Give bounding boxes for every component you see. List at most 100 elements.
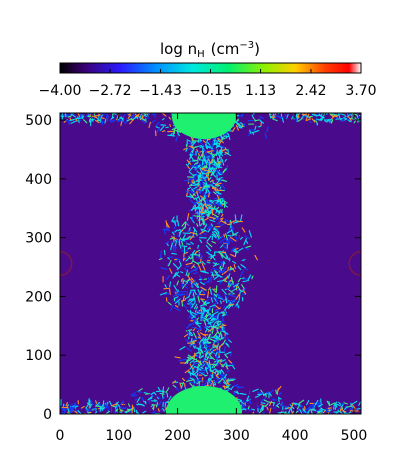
filament-segment	[222, 308, 226, 317]
filament-segment	[215, 218, 219, 221]
filament-segment	[204, 340, 207, 344]
filament-segment	[194, 168, 197, 172]
filament-segment	[167, 257, 170, 260]
base-segment	[288, 409, 291, 414]
filament-segment	[224, 293, 229, 299]
base-segment	[134, 398, 138, 401]
base-segment	[61, 411, 64, 414]
filament-segment	[196, 151, 201, 154]
top-segment	[169, 123, 172, 128]
filament-segment	[180, 271, 184, 274]
filament-segment	[205, 244, 212, 252]
filament-segment	[238, 292, 241, 301]
filament-segment	[227, 299, 236, 303]
filament-segment	[195, 378, 197, 384]
base-segment	[162, 386, 165, 393]
filament-segment	[193, 261, 200, 265]
top-segment	[351, 113, 358, 116]
base-segment	[305, 408, 313, 410]
base-segment	[105, 410, 110, 414]
y-tick-label: 500	[25, 113, 52, 129]
base-segment	[92, 407, 97, 411]
filament-segment	[224, 342, 230, 348]
filament-segment	[216, 279, 225, 283]
base-segment	[299, 408, 303, 414]
filament-segment	[200, 154, 206, 161]
filament-segment	[186, 243, 191, 245]
filament-segment	[199, 141, 205, 147]
filament-segment	[228, 304, 233, 307]
filament-segment	[188, 298, 195, 300]
base-segment	[85, 403, 90, 409]
top-segment	[98, 113, 102, 116]
filament-segment	[226, 287, 230, 290]
top-segment	[118, 117, 125, 120]
top-segment	[104, 118, 107, 124]
top-segment	[143, 114, 148, 117]
top-segment	[70, 113, 76, 118]
base-segment	[317, 399, 321, 407]
base-segment	[349, 407, 354, 410]
filament-segment	[198, 264, 202, 271]
filament-segment	[216, 335, 221, 341]
filament-segment	[216, 327, 220, 330]
filament-segment	[210, 368, 216, 373]
filament-segment	[213, 380, 219, 384]
filament-segment	[209, 166, 214, 170]
filament-segment	[230, 253, 236, 258]
filament-segment	[219, 200, 222, 206]
filament-segment	[204, 358, 208, 361]
filament-segment	[198, 351, 202, 359]
filament-segment	[231, 228, 235, 232]
filament-segment	[194, 165, 201, 171]
base-segment	[86, 402, 92, 407]
top-segment	[108, 119, 114, 123]
base-segment	[150, 392, 154, 396]
filament-segment	[225, 165, 229, 172]
top-segment	[155, 121, 160, 127]
filament-segment	[186, 379, 194, 382]
top-segment	[95, 119, 100, 124]
colorbar-tick-label: 1.13	[245, 83, 276, 99]
filament-segment	[212, 263, 220, 267]
filament-segment	[223, 385, 226, 390]
filament-segment	[209, 199, 214, 202]
base-segment	[275, 402, 281, 407]
filament-segment	[165, 297, 168, 303]
top-segment	[171, 127, 178, 131]
top-segment	[69, 118, 76, 122]
top-segment	[111, 114, 114, 119]
filament-segment	[234, 250, 237, 257]
base-segment	[157, 401, 162, 407]
base-segment	[322, 408, 326, 411]
filament-segment	[208, 209, 213, 213]
filament-segment	[185, 359, 190, 364]
filament-segment	[163, 228, 167, 231]
base-segment	[65, 402, 68, 407]
filament-segment	[197, 332, 201, 338]
filament-segment	[207, 286, 211, 291]
top-segment	[249, 129, 252, 135]
base-segment	[155, 402, 159, 408]
base-segment	[269, 400, 273, 407]
base-segment	[280, 405, 287, 408]
filament-segment	[214, 189, 222, 192]
base-segment	[341, 403, 344, 407]
base-segment	[268, 392, 272, 397]
top-segment	[129, 119, 134, 125]
top-segment	[77, 113, 81, 118]
base-segment	[289, 404, 295, 410]
filament-segment	[211, 233, 217, 239]
filament-segment	[183, 303, 188, 309]
top-segment	[168, 116, 172, 120]
filament-segment	[209, 288, 213, 295]
filament-segment	[174, 219, 176, 226]
base-segment	[107, 408, 110, 414]
x-tick-label: 400	[282, 428, 309, 444]
filament-segment	[219, 223, 225, 227]
filament-segment	[215, 184, 219, 187]
filament-segment	[221, 197, 224, 203]
top-segment	[327, 118, 331, 123]
filament-segment	[220, 326, 224, 331]
filament-segment	[214, 271, 220, 277]
